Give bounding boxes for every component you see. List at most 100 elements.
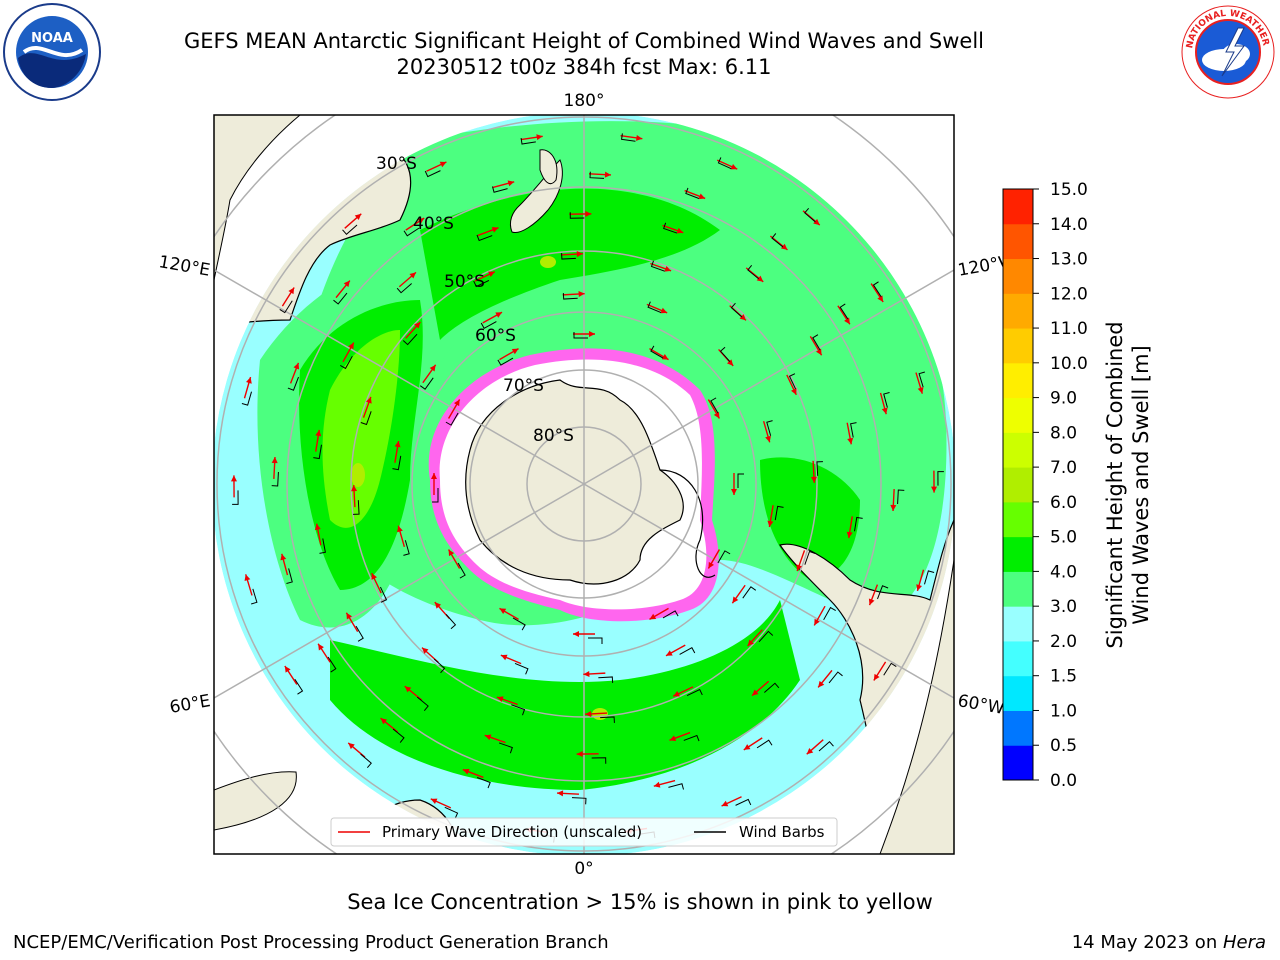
wave-direction-arrowhead: [271, 457, 278, 464]
colorbar-tick-label: 9.0: [1050, 389, 1077, 409]
colorbar-segment: [1003, 223, 1033, 260]
antarctica-land: [465, 379, 684, 585]
wave-direction-arrowhead: [653, 781, 661, 788]
wave-direction-arrowhead: [756, 275, 764, 282]
wind-barb: [340, 355, 353, 370]
lat-label-50s: 50°S: [444, 272, 485, 292]
wind-barb: [476, 777, 491, 789]
wave-direction-arrowhead: [767, 520, 774, 527]
wind-barb: [402, 333, 418, 346]
wind-barb: [498, 742, 513, 754]
wave-direction-arrowhead: [499, 608, 507, 615]
lat-label-30s: 30°S: [376, 154, 417, 174]
colorbar-segment: [1003, 640, 1033, 677]
wind-barb: [600, 716, 615, 723]
wave-direction-arrowhead: [676, 227, 684, 234]
map-title: GEFS MEAN Antarctic Significant Height o…: [183, 29, 985, 53]
wind-barb: [514, 662, 529, 675]
noaa-logo-label: NOAA: [31, 31, 73, 46]
wind-barb: [588, 637, 603, 644]
wind-barb: [512, 617, 526, 631]
wind-barb: [571, 797, 587, 805]
wave-direction-arrowhead: [726, 359, 734, 366]
colorbar-tick-label: 15.0: [1050, 180, 1088, 200]
wind-barb: [877, 585, 889, 600]
wave-direction-arrowhead: [484, 734, 492, 741]
colorbar-segment: [1003, 571, 1033, 607]
wave-direction-arrowhead: [664, 266, 672, 272]
wind-barb: [788, 373, 797, 390]
wave-direction-arrowhead: [431, 473, 437, 479]
wave-direction-arrowhead: [366, 396, 372, 404]
wave-direction-arrowhead: [318, 643, 324, 651]
wave-direction-arrowhead: [585, 210, 592, 217]
wave-direction-arrowhead: [814, 618, 820, 626]
wind-barb: [333, 292, 348, 305]
map-frame: [213, 114, 955, 855]
wave-direction-arrowhead: [585, 710, 592, 717]
wind-barb: [457, 562, 466, 579]
wind-barb: [747, 265, 760, 280]
wave-direction-arrowhead: [721, 800, 729, 807]
wind-barb: [591, 757, 607, 764]
wave-direction-arrowhead: [429, 364, 436, 372]
wind-barb: [360, 753, 372, 769]
wind-barb: [737, 473, 744, 488]
colorbar-tick-label: 7.0: [1050, 458, 1077, 478]
map-subtitle: 20230512 t00z 384h fcst Max: 6.11: [396, 55, 772, 79]
wave-direction-arrowhead: [732, 596, 739, 604]
colorbar-segment: [1003, 536, 1033, 572]
wind-barb: [286, 568, 293, 584]
wave-direction-arrowhead: [636, 134, 643, 141]
wind-barb: [444, 806, 459, 819]
wind-barb: [742, 586, 757, 599]
wave-direction-arrowhead: [371, 573, 377, 580]
wind-barb: [883, 662, 897, 676]
wind-barb: [804, 207, 816, 223]
wave-direction-arrowhead: [698, 193, 706, 200]
wind-barb: [717, 157, 732, 170]
wind-barb: [854, 516, 863, 532]
wind-barb: [271, 471, 279, 487]
wind-barb: [686, 688, 703, 697]
lat-label-60s: 60°S: [475, 326, 516, 346]
wave-direction-arrowhead: [604, 171, 611, 178]
wind-barb: [473, 279, 490, 288]
wave-direction-arrowhead: [660, 307, 668, 314]
wave-direction-arrowhead: [708, 561, 715, 569]
wave-direction-arrowhead: [346, 612, 353, 620]
wind-barb: [717, 550, 731, 564]
wind-barb: [663, 222, 678, 234]
wind-barb: [562, 293, 578, 300]
wave-direction-arrowhead: [806, 747, 814, 755]
colorbar-segment: [1003, 501, 1033, 538]
lon-label-60w: 60°W: [956, 691, 1006, 719]
wind-barb: [804, 550, 816, 565]
wind-barb: [379, 586, 388, 603]
wave-direction-arrowhead: [747, 639, 754, 647]
wave-direction-arrowhead: [488, 271, 495, 277]
wind-barb: [511, 704, 526, 716]
wave-direction-arrowhead: [578, 291, 585, 298]
wind-barb: [416, 696, 429, 711]
map-legend: Primary Wave Direction (unscaled) Wind B…: [330, 817, 838, 847]
colorbar-segment: [1003, 745, 1033, 781]
wind-barb: [816, 461, 823, 476]
colorbar-tick-label: 14.0: [1050, 215, 1088, 235]
wind-barb: [758, 630, 774, 643]
wind-barb: [392, 455, 402, 471]
colorbar-tick-label: 6.0: [1050, 493, 1077, 513]
wave-direction-arrowhead: [573, 631, 579, 637]
wave-direction-arrowhead: [348, 342, 354, 350]
wind-barb: [445, 412, 459, 426]
wind-barb: [897, 489, 905, 505]
lon-label-120e: 120°E: [157, 252, 211, 281]
wind-barb: [561, 253, 576, 260]
colorbar-tick-label: 1.0: [1050, 701, 1077, 721]
colorbar-segment: [1003, 293, 1033, 329]
wave-direction-arrowhead: [673, 691, 680, 697]
colorbar-tick-label: 8.0: [1050, 423, 1077, 443]
wave-direction-arrowhead: [448, 549, 455, 557]
wind-barb: [445, 614, 457, 630]
wave-direction-arrowhead: [752, 689, 759, 696]
